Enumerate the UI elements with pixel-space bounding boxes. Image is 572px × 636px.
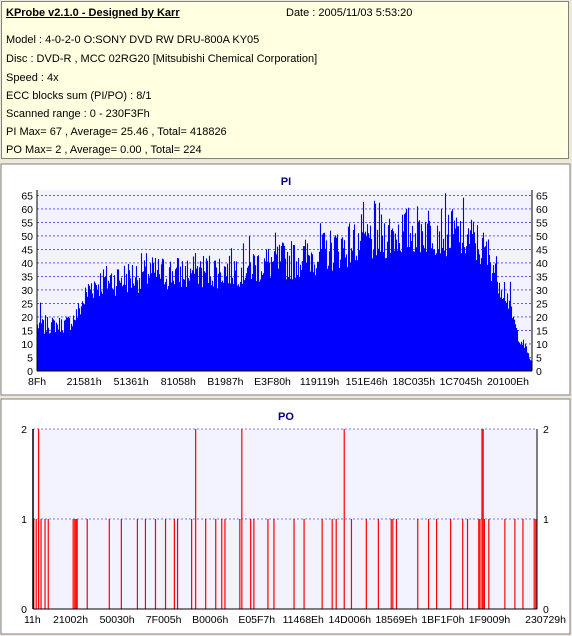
pi-ytick-right: 10 — [536, 339, 548, 351]
pi-ytick-left: 50 — [21, 231, 33, 243]
pi-xtick: 20100Eh — [487, 376, 529, 388]
pi-ytick-left: 20 — [21, 312, 33, 324]
pi-ytick-left: 30 — [21, 285, 33, 297]
pi-xtick: 51361h — [114, 376, 149, 388]
pi-ytick-left: 25 — [21, 298, 33, 310]
pi-ytick-left: 0 — [27, 366, 33, 378]
po-xtick: 14D006h — [329, 614, 372, 626]
po-xtick: 21002h — [53, 614, 88, 626]
po-xtick: 230729h — [525, 614, 566, 626]
pi-ytick-left: 5 — [27, 352, 33, 364]
range-info: Scanned range : 0 - 230F3Fh — [6, 108, 150, 120]
pi-xtick: B1987h — [207, 376, 243, 388]
pi-ytick-right: 60 — [536, 204, 548, 216]
info-panel: KProbe v2.1.0 - Designed by Karr Date : … — [1, 1, 569, 159]
pi-ytick-right: 45 — [536, 244, 548, 256]
drive-model: Model : 4-0-2-0 O:SONY DVD RW DRU-800A K… — [6, 34, 260, 46]
pi-ytick-right: 50 — [536, 231, 548, 243]
po-ytick-left: 0 — [21, 604, 27, 616]
pi-ytick-left: 10 — [21, 339, 33, 351]
po-chart-title: PO — [278, 411, 294, 423]
po-ytick-left: 1 — [21, 514, 27, 526]
po-xtick: 50030h — [100, 614, 135, 626]
pi-ytick-right: 30 — [536, 285, 548, 297]
po-chart: PO 0 0 1 1 2 2 11h 21002h 50030h 7F005h B0006h E05F… — [0, 398, 571, 635]
pi-xtick: 151E46h — [346, 376, 388, 388]
pi-xtick: 119119h — [300, 376, 339, 388]
app-title: KProbe v2.1.0 - Designed by Karr — [6, 7, 180, 19]
scan-date: Date : 2005/11/03 5:53:20 — [286, 7, 413, 19]
pi-ytick-right: 5 — [536, 352, 542, 364]
po-ytick-right: 0 — [543, 604, 549, 616]
pi-stats: PI Max= 67 , Average= 25.46 , Total= 418… — [6, 126, 227, 138]
speed-info: Speed : 4x — [6, 72, 59, 84]
po-xtick: 11h — [24, 614, 41, 626]
pi-ytick-left: 15 — [21, 325, 33, 337]
pi-xtick: 8Fh — [28, 376, 46, 388]
po-xtick: 7F005h — [146, 614, 182, 626]
pi-ytick-right: 65 — [536, 190, 548, 202]
po-xtick: 1F9009h — [469, 614, 511, 626]
pi-ytick-right: 55 — [536, 217, 548, 229]
po-xtick: E05F7h — [238, 614, 275, 626]
pi-ytick-left: 65 — [21, 190, 33, 202]
po-ytick-right: 1 — [543, 514, 549, 526]
pi-ytick-right: 25 — [536, 298, 548, 310]
pi-ytick-right: 40 — [536, 258, 548, 270]
pi-xtick: E3F80h — [254, 376, 291, 388]
pi-ytick-right: 35 — [536, 271, 548, 283]
pi-ytick-left: 45 — [21, 244, 33, 256]
pi-xtick: 18C035h — [392, 376, 435, 388]
po-ytick-right: 2 — [543, 424, 549, 436]
po-xtick: 1BF1F0h — [421, 614, 464, 626]
pi-ytick-right: 0 — [536, 366, 542, 378]
po-xtick: B0006h — [192, 614, 228, 626]
po-stats: PO Max= 2 , Average= 0.00 , Total= 224 — [6, 144, 202, 156]
disc-info: Disc : DVD-R , MCC 02RG20 [Mitsubishi Ch… — [6, 53, 318, 65]
pi-chart-title: PI — [281, 176, 291, 188]
pi-xtick: 1C7045h — [440, 376, 483, 388]
pi-ytick-left: 60 — [21, 204, 33, 216]
pi-ytick-right: 15 — [536, 325, 548, 337]
pi-ytick-left: 40 — [21, 258, 33, 270]
pi-xtick: 81058h — [161, 376, 196, 388]
ecc-info: ECC blocks sum (PI/PO) : 8/1 — [6, 90, 152, 102]
pi-xtick: 21581h — [67, 376, 102, 388]
pi-ytick-right: 20 — [536, 312, 548, 324]
po-xtick: 18569Eh — [375, 614, 417, 626]
pi-ytick-left: 35 — [21, 271, 33, 283]
po-ytick-left: 2 — [21, 424, 27, 436]
pi-ytick-left: 55 — [21, 217, 33, 229]
po-xtick: 11468Eh — [283, 614, 324, 626]
